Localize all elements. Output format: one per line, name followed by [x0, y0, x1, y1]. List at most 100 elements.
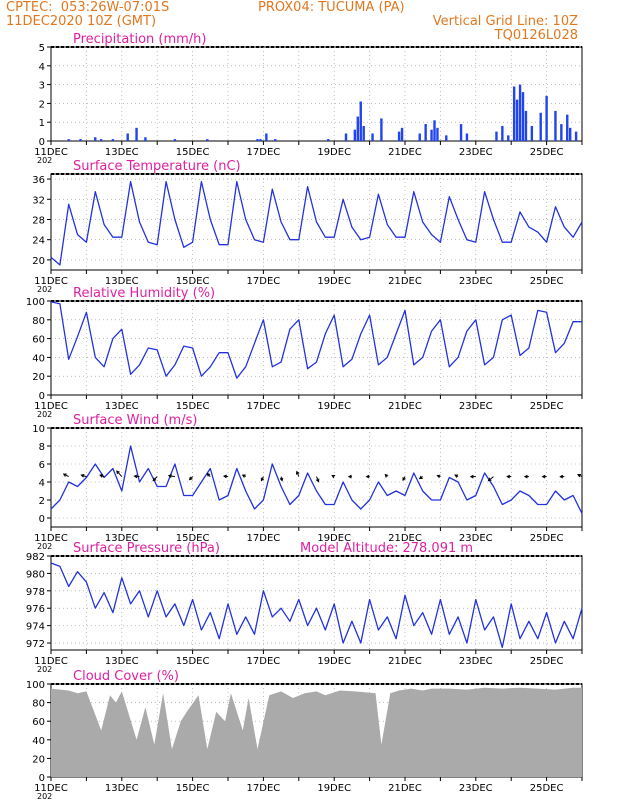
x-tick-label: 25DEC	[530, 533, 564, 544]
wind-vector-head	[99, 474, 104, 478]
precip-bar	[173, 139, 177, 141]
y-tick-label: 20	[32, 256, 45, 267]
y-tick-label: 32	[32, 195, 45, 206]
x-tick-label: 15DEC	[176, 533, 210, 544]
panel-title: Relative Humidity (%)	[73, 286, 215, 301]
y-tick-label: 5	[39, 43, 45, 54]
wind-vector-head	[559, 474, 564, 479]
x-year-label: 202	[37, 665, 52, 674]
header-source-label: CPTEC:	[6, 0, 53, 15]
y-tick-label: 4	[39, 62, 45, 73]
x-tick-label: 15DEC	[176, 401, 210, 412]
x-tick-label: 21DEC	[388, 276, 422, 287]
header-grid-note: Vertical Grid Line: 10Z	[432, 14, 578, 29]
x-tick-label: 19DEC	[317, 401, 351, 412]
precip-bar	[459, 124, 463, 141]
wind-vector-head	[206, 472, 211, 477]
x-tick-label: 17DEC	[247, 783, 281, 794]
wind-vector-head	[487, 477, 492, 482]
precip-bar	[569, 127, 572, 141]
y-tick-label: 0	[39, 773, 45, 784]
x-tick-label: 23DEC	[459, 147, 493, 158]
precip-bar	[512, 86, 516, 141]
precip-bar	[126, 133, 129, 141]
x-tick-label: 23DEC	[459, 656, 493, 667]
precip-bar	[359, 101, 362, 141]
y-tick-label: 80	[32, 699, 45, 710]
y-tick-label: 10	[32, 424, 45, 435]
wind-vector-head	[454, 474, 459, 478]
wind-vector-head	[347, 474, 352, 479]
precip-bar	[327, 139, 330, 141]
y-tick-label: 982	[26, 552, 45, 563]
panel-frame	[50, 300, 583, 396]
x-tick-label: 25DEC	[530, 656, 564, 667]
x-tick-label: 23DEC	[459, 401, 493, 412]
x-tick-label: 15DEC	[176, 276, 210, 287]
x-year-label: 202	[37, 285, 52, 294]
precip-bar	[135, 127, 138, 141]
wind-vector-head	[295, 470, 300, 475]
wind-vector-head	[365, 474, 370, 479]
y-tick-label: 974	[26, 622, 45, 633]
wind-vector-head	[279, 477, 284, 482]
wind-vector	[116, 470, 123, 477]
precip-bar	[518, 84, 522, 141]
precip-bar	[99, 139, 103, 141]
x-tick-label: 25DEC	[530, 147, 564, 158]
precip-bar	[465, 133, 469, 141]
y-tick-label: 80	[32, 316, 45, 327]
panel-title: Surface Pressure (hPa)	[73, 541, 220, 556]
header-coords: 053:26W-07:01S	[60, 0, 170, 15]
x-tick-label: 17DEC	[247, 276, 281, 287]
y-tick-label: 6	[39, 460, 45, 471]
wind-vector-head	[418, 475, 423, 480]
precip-bar	[400, 127, 404, 141]
x-tick-label: 21DEC	[388, 147, 422, 158]
precip-bar	[371, 133, 374, 141]
wind-vector-head	[167, 474, 172, 478]
precip-bar	[380, 118, 383, 141]
wind-vector-head	[331, 474, 336, 479]
precip-bar	[397, 131, 401, 141]
header-model-id: TQ0126L028	[494, 28, 578, 43]
precip-bar	[424, 124, 427, 141]
x-tick-label: 15DEC	[176, 656, 210, 667]
temp-line	[50, 180, 583, 266]
y-tick-label: 28	[32, 215, 45, 226]
y-tick-label: 100	[26, 297, 45, 308]
y-tick-label: 0	[39, 514, 45, 525]
x-tick-label: 17DEC	[247, 656, 281, 667]
y-tick-label: 24	[32, 236, 45, 247]
precip-bar	[530, 125, 534, 141]
x-tick-label: 13DEC	[105, 656, 139, 667]
x-year-label: 202	[37, 542, 52, 551]
panel-precip: 0 1 2 3 4 5 11DEC 13DEC 15DEC 17DEC 19DEC 21DEC 23DE…	[34, 32, 583, 165]
precip-bar	[362, 125, 365, 141]
wind-vector-head	[80, 473, 85, 478]
wind-vector-head	[152, 477, 157, 482]
rh-line	[50, 301, 582, 379]
precip-bar	[256, 139, 259, 141]
precip-bar	[501, 125, 504, 141]
y-tick-label: 972	[26, 639, 45, 650]
precip-bar	[344, 133, 348, 141]
x-tick-label: 17DEC	[247, 147, 281, 158]
press-line	[50, 562, 583, 649]
precip-bar	[356, 116, 359, 141]
precip-bar	[206, 139, 209, 141]
y-tick-label: 3	[39, 81, 45, 92]
x-tick-label: 17DEC	[247, 401, 281, 412]
wind-vector-head	[577, 473, 582, 478]
y-tick-label: 60	[32, 335, 45, 346]
wind-vector-head	[384, 473, 389, 478]
precip-bar	[524, 110, 528, 141]
x-tick-label: 11DEC	[34, 783, 68, 794]
y-tick-label: 1	[39, 118, 45, 129]
x-tick-label: 13DEC	[105, 147, 139, 158]
precip-bar	[515, 99, 519, 141]
x-tick-label: 25DEC	[530, 401, 564, 412]
y-tick-label: 8	[39, 442, 45, 453]
precip-bar	[353, 129, 357, 141]
